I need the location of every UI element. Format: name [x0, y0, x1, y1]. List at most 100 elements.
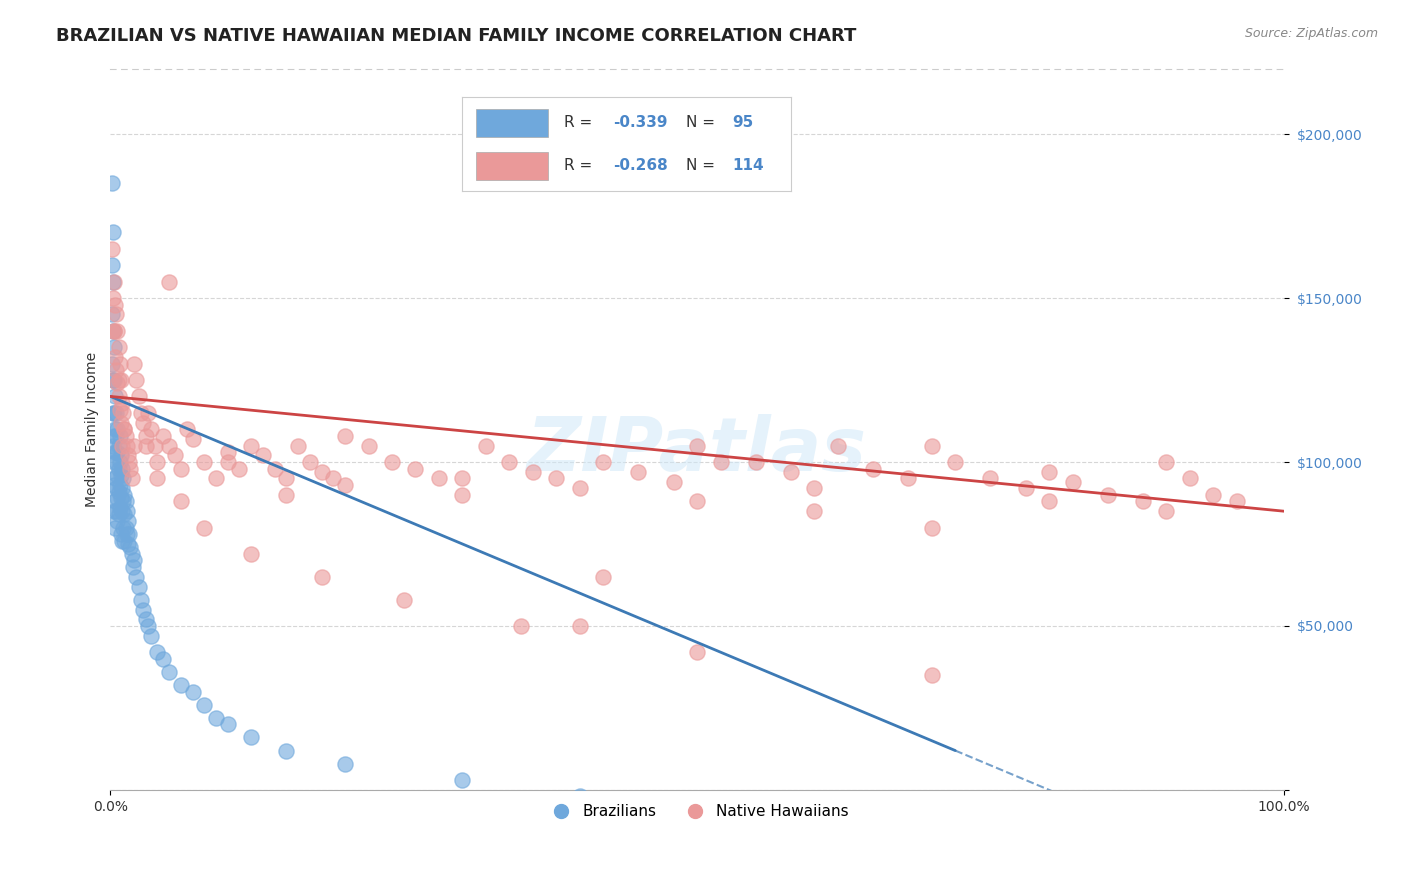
Point: [193, 455, 215, 469]
Point: [111, 481, 134, 495]
Point: [117, 537, 139, 551]
Point: [135, 429, 157, 443]
Point: [921, 520, 943, 534]
Point: [1156, 504, 1178, 518]
Point: [157, 439, 180, 453]
Point: [1132, 494, 1154, 508]
Point: [103, 324, 125, 338]
Point: [1156, 881, 1178, 892]
Point: [136, 406, 159, 420]
Point: [135, 612, 157, 626]
Point: [546, 471, 568, 485]
Point: [107, 376, 129, 391]
Point: [111, 504, 134, 518]
Point: [252, 449, 274, 463]
Point: [1202, 488, 1225, 502]
Point: [107, 445, 129, 459]
Legend: Brazilians, Native Hawaiians: Brazilians, Native Hawaiians: [540, 798, 855, 826]
Point: [1062, 475, 1084, 489]
Point: [157, 665, 180, 679]
Point: [897, 471, 920, 485]
Point: [170, 678, 193, 692]
Point: [568, 789, 591, 804]
Point: [111, 461, 134, 475]
Point: [115, 527, 138, 541]
Point: [170, 461, 193, 475]
Point: [451, 471, 474, 485]
Point: [104, 494, 127, 508]
Point: [686, 645, 709, 659]
Point: [333, 756, 356, 771]
Point: [146, 455, 169, 469]
Point: [803, 481, 825, 495]
Point: [108, 402, 131, 417]
Point: [114, 422, 136, 436]
Point: [522, 465, 544, 479]
Point: [110, 416, 132, 430]
Point: [298, 455, 321, 469]
Point: [105, 429, 128, 443]
Point: [100, 242, 122, 256]
Point: [132, 602, 155, 616]
Point: [686, 439, 709, 453]
Point: [170, 494, 193, 508]
Point: [627, 465, 650, 479]
Point: [1226, 494, 1249, 508]
Point: [114, 494, 136, 508]
Point: [152, 429, 174, 443]
Text: ZIPatlas: ZIPatlas: [527, 415, 868, 487]
Point: [862, 461, 884, 475]
Point: [103, 429, 125, 443]
Point: [745, 455, 768, 469]
Point: [125, 570, 148, 584]
Point: [193, 520, 215, 534]
Point: [205, 711, 228, 725]
Point: [322, 471, 344, 485]
Point: [107, 422, 129, 436]
Point: [1178, 471, 1201, 485]
Point: [803, 504, 825, 518]
Point: [176, 422, 198, 436]
Point: [181, 684, 204, 698]
Point: [240, 439, 263, 453]
Point: [110, 449, 132, 463]
Point: [114, 422, 136, 436]
Point: [107, 340, 129, 354]
Point: [114, 488, 136, 502]
Point: [108, 429, 131, 443]
Point: [107, 514, 129, 528]
Point: [287, 439, 309, 453]
Point: [115, 439, 138, 453]
Point: [979, 842, 1001, 856]
Point: [122, 439, 145, 453]
Point: [163, 449, 186, 463]
Point: [103, 406, 125, 420]
Point: [101, 275, 124, 289]
Point: [141, 422, 163, 436]
Point: [114, 520, 136, 534]
Point: [568, 481, 591, 495]
Point: [114, 429, 136, 443]
Point: [979, 471, 1001, 485]
Point: [276, 743, 298, 757]
Point: [100, 308, 122, 322]
Point: [392, 592, 415, 607]
Text: BRAZILIAN VS NATIVE HAWAIIAN MEDIAN FAMILY INCOME CORRELATION CHART: BRAZILIAN VS NATIVE HAWAIIAN MEDIAN FAMI…: [56, 27, 856, 45]
Y-axis label: Median Family Income: Median Family Income: [86, 351, 100, 507]
Point: [100, 176, 122, 190]
Point: [141, 629, 163, 643]
Point: [103, 324, 125, 338]
Point: [240, 731, 263, 745]
Point: [103, 478, 125, 492]
Point: [107, 508, 129, 522]
Point: [120, 541, 142, 555]
Point: [146, 471, 169, 485]
Point: [121, 547, 143, 561]
Point: [143, 439, 166, 453]
Point: [110, 527, 132, 541]
Point: [111, 533, 134, 548]
Point: [112, 471, 135, 485]
Point: [1014, 481, 1036, 495]
Point: [105, 363, 128, 377]
Point: [115, 504, 138, 518]
